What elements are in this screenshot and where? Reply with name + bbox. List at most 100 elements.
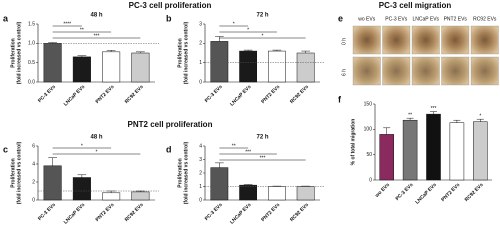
x-tick-label: PC-3 EVs xyxy=(37,84,57,104)
y-axis-label: (fold increased vs control) xyxy=(183,141,189,204)
y-tick-label: 2 xyxy=(199,170,202,176)
y-tick-label: 6 xyxy=(32,143,35,149)
micrograph xyxy=(441,25,470,55)
significance-label: **** xyxy=(63,22,71,28)
chart-title: 48 h xyxy=(90,135,102,141)
bar xyxy=(296,186,315,201)
bar xyxy=(102,192,121,201)
x-tick-label: PNT2 EVs xyxy=(440,182,461,203)
chart-title: 72 h xyxy=(256,13,268,19)
x-tick-label: wo EVs xyxy=(374,182,392,200)
column-label: PNT2 EVs xyxy=(444,16,468,22)
panel-letter: f xyxy=(338,94,342,104)
significance-label: * xyxy=(479,114,481,120)
x-tick-label: PC-3 EVs xyxy=(37,202,57,222)
y-tick-label: 1 xyxy=(199,60,202,66)
row-label: 0 h xyxy=(341,38,347,45)
micrograph xyxy=(411,25,440,55)
y-axis-label: (fold increased vs control) xyxy=(16,21,22,84)
bar xyxy=(426,113,441,181)
column-label: PC-3 EVs xyxy=(385,16,407,22)
x-tick-label: LNCaP EVs xyxy=(414,182,438,206)
bar xyxy=(268,186,286,201)
y-axis-label: Proliferation xyxy=(10,158,16,187)
x-tick-label: PNT2 EVs xyxy=(95,84,116,105)
x-tick-label: RC92 EVs xyxy=(289,202,310,223)
significance-label: * xyxy=(247,28,249,34)
y-tick-label: 0.0 xyxy=(28,79,35,85)
bar xyxy=(210,41,229,83)
bar xyxy=(268,50,286,83)
header: PC-3 cell proliferation xyxy=(129,1,212,10)
x-tick-label: LNCaP EVs xyxy=(63,202,87,226)
bar xyxy=(210,167,229,201)
y-tick-label: 0 xyxy=(199,79,202,85)
x-tick-label: PC-3 EVs xyxy=(394,182,414,202)
significance-label: * xyxy=(262,34,264,40)
y-tick-label: 1.5 xyxy=(28,21,35,27)
column-label: wo EVs xyxy=(358,16,375,22)
y-axis-label: Proliferation xyxy=(10,38,16,67)
x-tick-label: RC92 EVs xyxy=(289,84,310,105)
panel-letter: e xyxy=(338,13,343,23)
row-label: 6 h xyxy=(341,69,347,76)
x-tick-label: RC92 EVs xyxy=(124,202,145,223)
chart-title: 72 h xyxy=(256,135,268,141)
bar xyxy=(43,43,62,83)
y-tick-label: 50 xyxy=(366,152,372,158)
column-label: LNCaP EVs xyxy=(412,16,439,22)
y-axis-label: Proliferation xyxy=(177,38,183,67)
x-tick-label: PNT2 EVs xyxy=(95,202,116,223)
bar xyxy=(379,134,394,181)
bar xyxy=(72,56,91,83)
x-tick-label: RC92 EVs xyxy=(124,84,145,105)
y-tick-label: 150 xyxy=(364,101,373,107)
y-tick-label: 2 xyxy=(199,41,202,47)
bar xyxy=(72,177,91,201)
y-tick-label: 3 xyxy=(199,21,202,27)
y-tick-label: 2 xyxy=(32,179,35,185)
bar xyxy=(239,50,257,83)
significance-label: *** xyxy=(94,34,100,40)
significance-label: * xyxy=(96,150,98,156)
header: PC-3 cell migration xyxy=(379,1,452,10)
significance-label: ** xyxy=(408,113,412,119)
panel-letter: b xyxy=(166,13,172,23)
x-tick-label: PC-3 EVs xyxy=(204,84,224,104)
y-axis-label: (fold increased vs control) xyxy=(183,21,189,84)
significance-label: ** xyxy=(80,28,84,34)
bar xyxy=(449,122,465,181)
y-tick-label: 0.5 xyxy=(28,60,35,66)
x-tick-label: PNT2 EVs xyxy=(260,84,281,105)
x-tick-label: PC-3 EVs xyxy=(204,202,224,222)
micrograph xyxy=(352,25,381,55)
y-tick-label: 1.0 xyxy=(28,41,35,47)
micrograph xyxy=(470,25,499,55)
micrograph xyxy=(382,25,411,55)
column-label: RC92 EVs xyxy=(473,16,497,22)
significance-label: *** xyxy=(260,156,266,162)
micrograph xyxy=(352,56,381,86)
x-tick-label: RC92 EVs xyxy=(464,182,485,203)
y-axis-label: Proliferation xyxy=(177,158,183,187)
bar xyxy=(402,119,418,181)
significance-label: * xyxy=(81,144,83,150)
x-tick-label: LNCaP EVs xyxy=(63,84,87,108)
significance-label: *** xyxy=(245,150,251,156)
y-tick-label: 4 xyxy=(199,143,202,149)
panel-letter: c xyxy=(3,144,8,154)
bar xyxy=(239,184,257,201)
y-tick-label: 100 xyxy=(364,127,373,133)
bar xyxy=(296,52,315,83)
x-tick-label: LNCaP EVs xyxy=(229,202,253,226)
bar xyxy=(473,121,488,181)
bar xyxy=(102,51,121,83)
micrograph xyxy=(470,56,499,86)
y-axis-label: (fold increased vs control) xyxy=(16,141,22,204)
micrograph xyxy=(441,56,470,86)
y-axis-label: % of total migration xyxy=(350,119,356,166)
bar xyxy=(43,165,62,201)
significance-label: * xyxy=(233,22,235,28)
significance-label: *** xyxy=(431,106,437,112)
